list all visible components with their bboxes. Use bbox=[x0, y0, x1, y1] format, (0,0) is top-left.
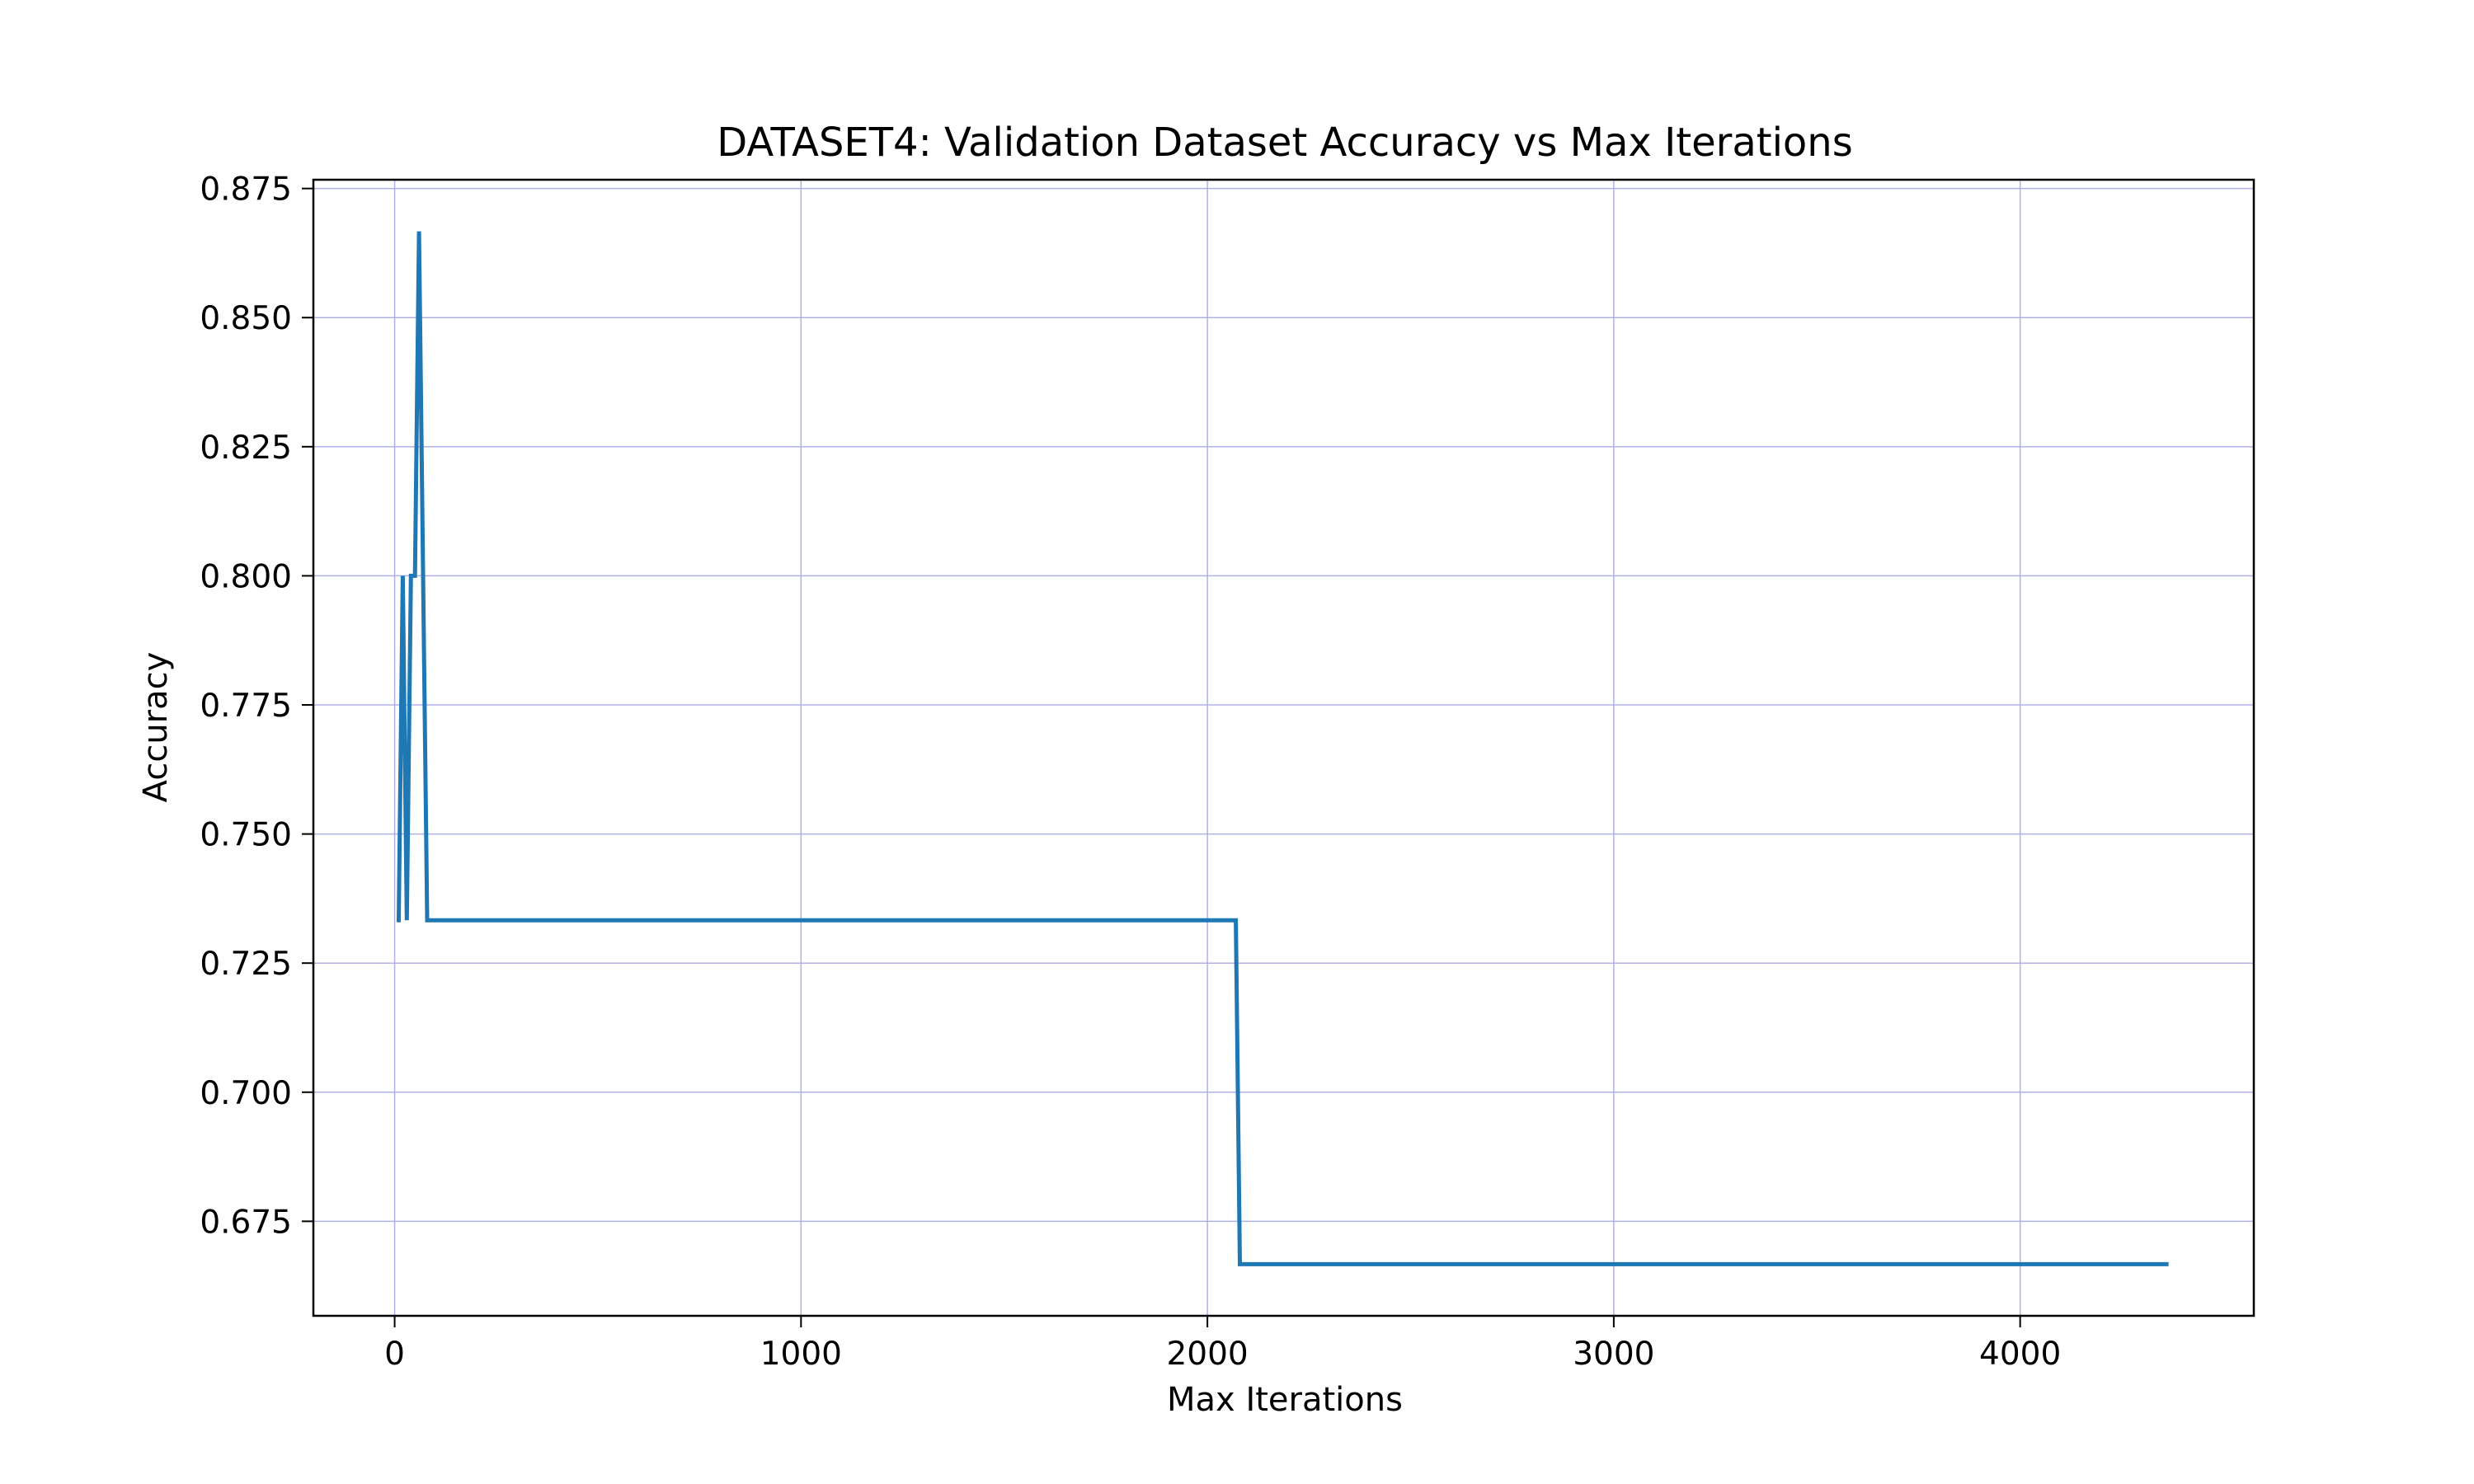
chart-title: DATASET4: Validation Dataset Accuracy vs… bbox=[717, 120, 1852, 166]
accuracy-series-line bbox=[396, 231, 2169, 1266]
y-tick-label: 0.850 bbox=[200, 300, 292, 337]
plot-area-frame bbox=[312, 178, 2255, 1317]
x-tick-label: 4000 bbox=[1979, 1336, 2061, 1373]
y-tick-label: 0.775 bbox=[200, 688, 292, 725]
y-axis: 0.675 0.700 0.725 0.750 0.775 0.800 0.825 0.850… bbox=[200, 171, 313, 1241]
y-tick-label: 0.875 bbox=[200, 171, 292, 209]
y-tick-label: 0.725 bbox=[200, 946, 292, 983]
grid-lines bbox=[313, 180, 2254, 1316]
y-tick-label: 0.675 bbox=[200, 1204, 292, 1241]
x-tick-label: 2000 bbox=[1166, 1336, 1248, 1373]
x-tick-label: 0 bbox=[384, 1336, 405, 1373]
x-axis: 0 1000 2000 3000 4000 bbox=[384, 1316, 2061, 1373]
x-tick-label: 3000 bbox=[1573, 1336, 1654, 1373]
y-axis-label: Accuracy bbox=[137, 652, 175, 803]
y-tick-label: 0.825 bbox=[200, 430, 292, 467]
y-tick-label: 0.750 bbox=[200, 817, 292, 854]
y-tick-label: 0.700 bbox=[200, 1075, 292, 1112]
y-tick-label: 0.800 bbox=[200, 558, 292, 595]
x-axis-label: Max Iterations bbox=[1167, 1381, 1403, 1419]
series-layer bbox=[396, 231, 2169, 1266]
x-tick-label: 1000 bbox=[760, 1336, 842, 1373]
